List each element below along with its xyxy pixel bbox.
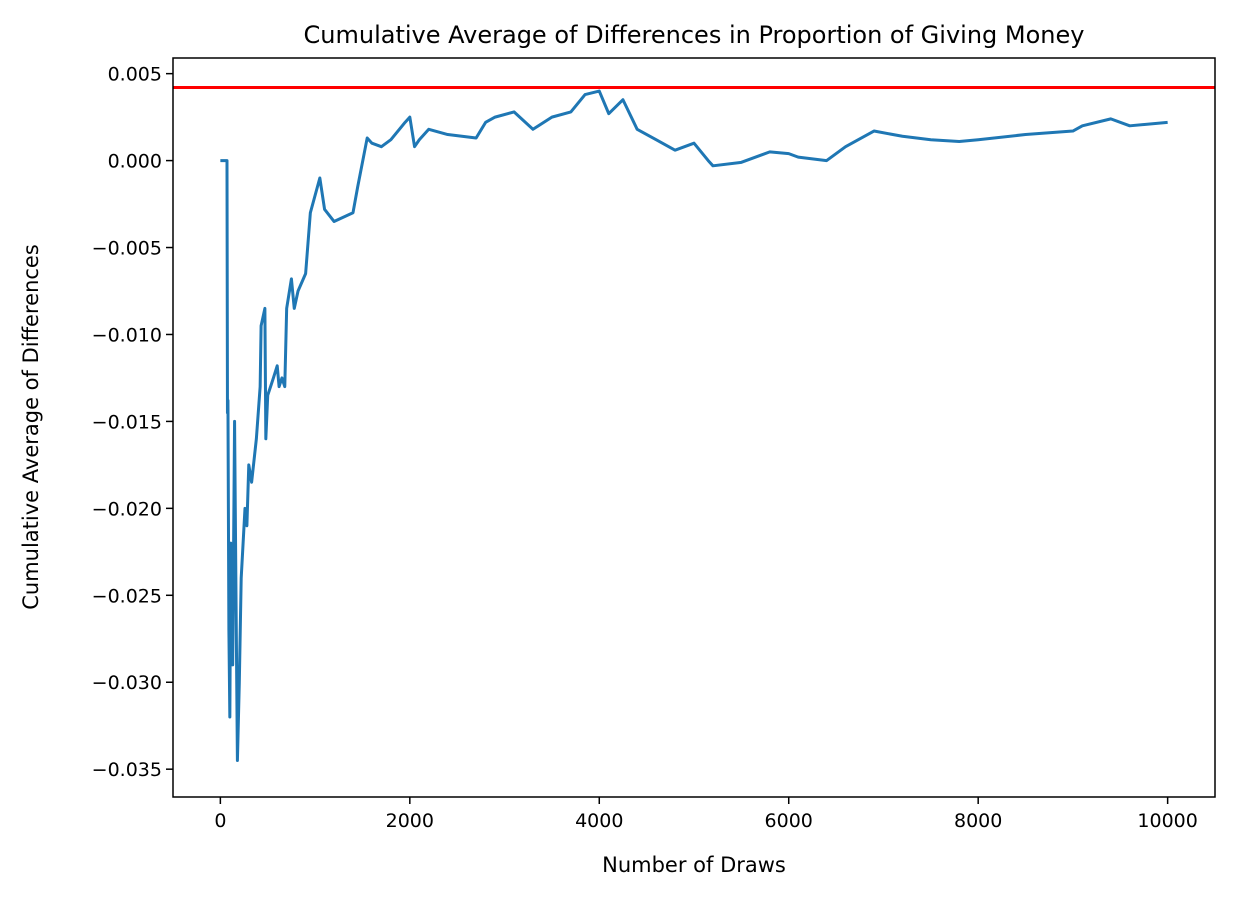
x-tick-label: 8000 xyxy=(954,810,1002,832)
y-axis-label: Cumulative Average of Differences xyxy=(19,244,43,610)
y-tick-label: −0.015 xyxy=(92,411,162,433)
y-tick-label: −0.010 xyxy=(92,324,162,346)
x-tick-label: 4000 xyxy=(575,810,623,832)
y-tick-label: −0.035 xyxy=(92,759,162,781)
y-tick-label: −0.005 xyxy=(92,238,162,260)
y-tick-label: −0.020 xyxy=(92,498,162,520)
x-tick-label: 0 xyxy=(214,810,226,832)
y-tick-label: 0.000 xyxy=(108,151,162,173)
x-tick-label: 6000 xyxy=(765,810,813,832)
y-tick-label: 0.005 xyxy=(108,64,162,86)
x-tick-label: 2000 xyxy=(386,810,434,832)
y-tick-label: −0.025 xyxy=(92,585,162,607)
x-axis-label: Number of Draws xyxy=(602,853,786,877)
data-line xyxy=(220,89,1168,762)
plot-frame xyxy=(172,57,1216,798)
chart-title: Cumulative Average of Differences in Pro… xyxy=(304,21,1085,49)
x-tick-label: 10000 xyxy=(1137,810,1197,832)
y-tick-label: −0.030 xyxy=(92,672,162,694)
